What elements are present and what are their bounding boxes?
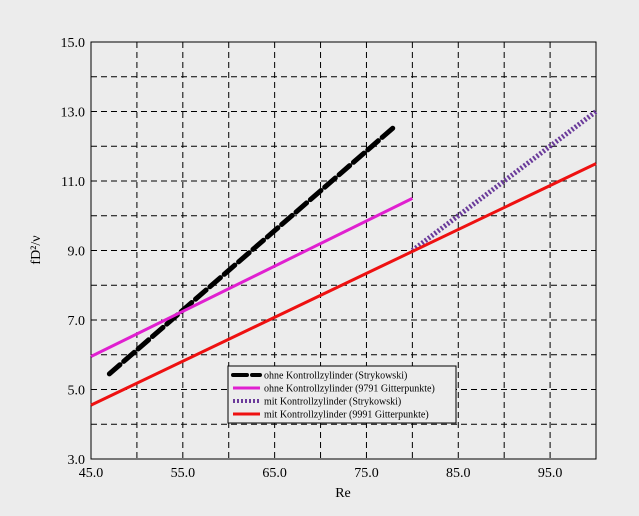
ticks: 45.0 55.0 65.0 75.0 85.0 95.0 3.0 5.0 7.0 9.0 11.0… (61, 36, 563, 481)
y-tick-label: 5.0 (68, 384, 86, 399)
y-tick-label: 7.0 (68, 314, 86, 329)
y-axis-label: fD²/ν (29, 235, 44, 264)
x-tick-label: 95.0 (538, 466, 563, 481)
y-tick-label: 13.0 (61, 106, 86, 121)
legend-label: mit Kontrollzylinder (9991 Gitterpunkte) (264, 410, 429, 421)
series-line-4 (90, 162, 597, 407)
x-tick-label: 85.0 (446, 466, 471, 481)
y-tick-label: 3.0 (68, 453, 86, 468)
x-tick-label: 45.0 (79, 466, 104, 481)
x-tick-label: 55.0 (171, 466, 196, 481)
y-tick-label: 11.0 (61, 175, 85, 190)
series-layer (90, 109, 598, 407)
x-tick-label: 65.0 (262, 466, 287, 481)
series-line-1 (106, 124, 397, 377)
x-tick-label: 75.0 (354, 466, 379, 481)
legend-box (227, 365, 457, 424)
x-axis-label: Re (335, 486, 351, 501)
legend-label: ohne Kontrollzylinder (Strykowski) (264, 371, 407, 382)
legend-label: ohne Kontrollzylinder (9791 Gitterpunkte… (264, 384, 435, 395)
y-tick-label: 15.0 (61, 36, 86, 51)
grid (91, 42, 596, 459)
y-tick-label: 9.0 (68, 245, 86, 260)
legend: ohne Kontrollzylinder (Strykowski) ohne K… (227, 365, 457, 424)
series-line-2 (90, 197, 414, 358)
legend-label: mit Kontrollzylinder (Strykowski) (264, 397, 401, 408)
